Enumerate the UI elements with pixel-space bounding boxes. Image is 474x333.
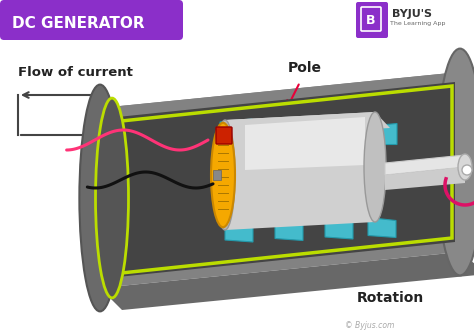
Ellipse shape <box>215 120 235 230</box>
Text: B: B <box>366 15 376 28</box>
Text: The Learning App: The Learning App <box>390 22 446 27</box>
Polygon shape <box>100 72 474 135</box>
FancyBboxPatch shape <box>0 0 183 40</box>
Polygon shape <box>225 112 390 136</box>
Text: © Byjus.com: © Byjus.com <box>345 321 394 330</box>
Ellipse shape <box>364 112 386 222</box>
Polygon shape <box>385 155 465 175</box>
Ellipse shape <box>79 85 120 311</box>
Polygon shape <box>325 219 353 239</box>
Polygon shape <box>225 112 375 230</box>
Polygon shape <box>270 121 302 142</box>
Text: Flow of current: Flow of current <box>18 66 133 79</box>
Circle shape <box>462 165 472 175</box>
Polygon shape <box>245 117 365 170</box>
Polygon shape <box>220 119 252 140</box>
Polygon shape <box>108 82 455 278</box>
Ellipse shape <box>447 131 474 193</box>
Ellipse shape <box>95 98 128 298</box>
FancyBboxPatch shape <box>356 2 388 38</box>
FancyBboxPatch shape <box>213 170 221 180</box>
Polygon shape <box>385 167 465 190</box>
FancyBboxPatch shape <box>216 127 232 144</box>
Text: Rotation: Rotation <box>356 291 424 305</box>
Polygon shape <box>365 124 397 145</box>
Text: Pole: Pole <box>148 241 182 255</box>
Text: Pole: Pole <box>288 61 322 75</box>
Text: BYJU'S: BYJU'S <box>392 9 432 19</box>
Ellipse shape <box>437 49 474 275</box>
Polygon shape <box>320 122 352 143</box>
Polygon shape <box>368 217 396 237</box>
Polygon shape <box>100 252 474 310</box>
Ellipse shape <box>211 123 235 227</box>
Polygon shape <box>225 222 253 242</box>
Ellipse shape <box>458 154 472 180</box>
Polygon shape <box>100 72 460 288</box>
Polygon shape <box>275 220 303 240</box>
Text: DC GENERATOR: DC GENERATOR <box>12 16 145 31</box>
